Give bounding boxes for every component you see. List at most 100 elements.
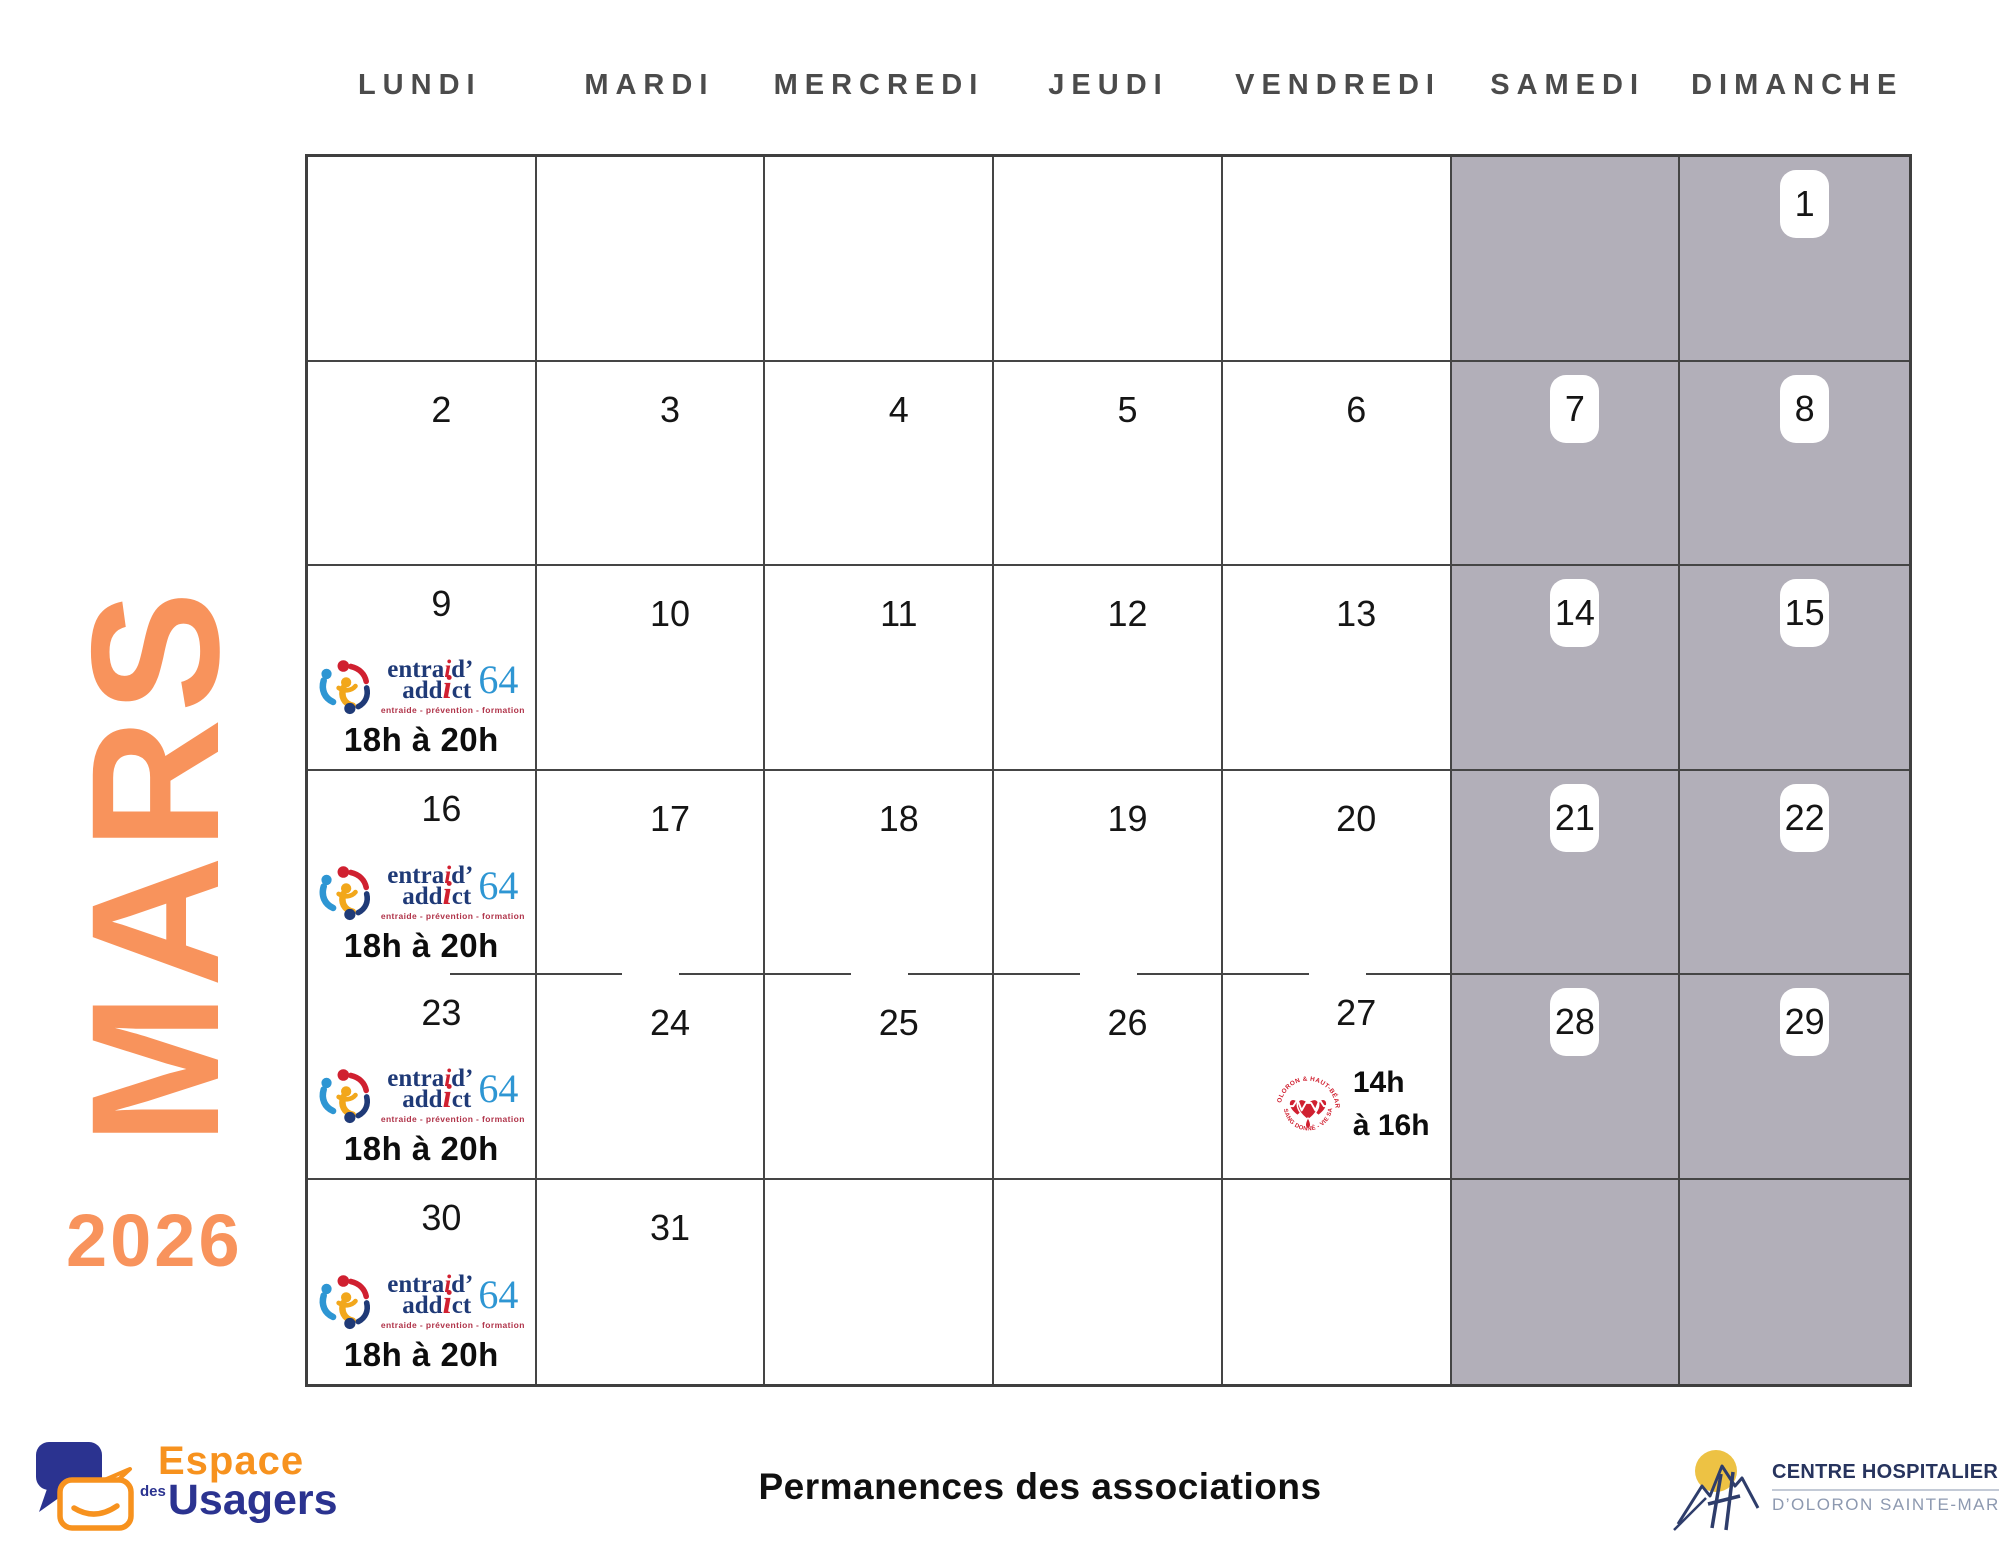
wordmark-part: add <box>402 883 443 910</box>
wordmark-tagline: entraide - prévention - formation <box>380 704 525 715</box>
day-number: 1 <box>1794 183 1815 224</box>
mountain-sun-icon <box>1673 1450 1760 1531</box>
day-cell <box>994 157 1223 362</box>
wordmark-part: i <box>444 655 452 683</box>
wordmark-region: 64 <box>478 1272 519 1317</box>
wordmark-part: add <box>402 1292 443 1319</box>
entraid-addict-wordmark: entraid’ addict 64 entraide - prévention… <box>381 1064 525 1124</box>
day-number: 4 <box>888 388 909 430</box>
weekday-header-vendredi: VENDREDI <box>1235 69 1441 101</box>
day-cell: 10 <box>536 566 766 771</box>
wordmark-part: ct <box>451 1292 472 1319</box>
day-cell: 29 <box>1680 975 1909 1180</box>
entraid-addict-event: entraid’ addict 64 entraide - prévention… <box>308 1271 535 1374</box>
wordmark-tagline: entraide - prévention - formation <box>380 1320 525 1330</box>
wordmark-part: d’ <box>451 1271 474 1298</box>
day-badge: 1 <box>1780 170 1830 238</box>
wordmark-part: i <box>442 876 452 912</box>
wordmark-region: 64 <box>478 1065 519 1111</box>
calendar-grid: 1 2 3 4 5 6 7 8 9 entraid’ <box>305 154 1912 1387</box>
day-cell <box>765 157 995 362</box>
day-cell: 19 <box>994 770 1223 975</box>
wordmark-part: add <box>402 676 443 704</box>
day-badge: 8 <box>1780 374 1830 443</box>
entraid-addict-logo-icon <box>318 1068 378 1124</box>
espace-usagers-word2: des <box>140 1483 166 1500</box>
day-cell <box>1680 1179 1909 1384</box>
day-number: 3 <box>660 388 681 430</box>
blood-donation-event: OLORON & HAUT-BÉARN SANG DONNÉ - VIE SAU… <box>1271 1061 1430 1148</box>
day-cell <box>308 157 537 362</box>
day-number: 8 <box>1794 387 1815 429</box>
day-cell: 11 <box>765 566 995 771</box>
entraid-addict-wordmark: entraid’ addict 64 entraide - prévention… <box>380 1271 525 1330</box>
weekday-header-jeudi: JEUDI <box>1048 69 1169 101</box>
day-number: 11 <box>880 593 918 634</box>
entraid-addict-wordmark: entraid’ addict 64 entraide - prévention… <box>380 655 525 715</box>
day-cell: 22 <box>1680 770 1909 975</box>
divider <box>1772 1489 1999 1491</box>
wordmark-part: entra <box>387 1064 445 1092</box>
day-number: 6 <box>1346 388 1367 430</box>
day-number: 16 <box>421 787 462 829</box>
event-time-line1: 14h <box>1352 1065 1405 1099</box>
day-cell <box>1451 1179 1681 1384</box>
day-cell: 9 entraid’ addict 64 entraide - préventi… <box>308 566 537 771</box>
day-cell: 3 <box>536 361 766 566</box>
wordmark-part: ct <box>451 676 472 704</box>
day-cell <box>994 1179 1223 1384</box>
blood-donors-logo-icon: OLORON & HAUT-BÉARN SANG DONNÉ - VIE SAU… <box>1271 1067 1340 1133</box>
day-cell: 31 <box>537 1179 766 1384</box>
wordmark-part: i <box>444 1064 452 1092</box>
day-cell: 18 <box>765 770 995 975</box>
day-cell: 13 <box>1222 566 1452 771</box>
day-cell: 14 <box>1451 566 1681 771</box>
day-cell: 20 <box>1223 770 1452 975</box>
day-number: 30 <box>421 1196 462 1238</box>
day-badge: 14 <box>1550 579 1600 647</box>
wordmark-tagline: entraide - prévention - formation <box>380 911 525 921</box>
day-number: 29 <box>1784 1001 1825 1042</box>
wordmark-part: ct <box>451 883 472 910</box>
wordmark-part: d’ <box>451 862 474 889</box>
wordmark-part: entra <box>387 862 445 889</box>
weekday-header-dimanche: DIMANCHE <box>1691 69 1904 101</box>
day-number: 2 <box>431 388 452 430</box>
grid-line-segment <box>908 973 1080 975</box>
day-number: 15 <box>1784 592 1825 633</box>
day-cell: 4 <box>765 361 995 566</box>
day-number: 19 <box>1107 797 1148 839</box>
day-cell: 17 <box>537 770 766 975</box>
day-number: 26 <box>1107 1002 1148 1043</box>
page-title: Permanences des associations <box>758 1466 1322 1507</box>
day-cell: 21 <box>1451 770 1681 975</box>
event-time: 14h à 16h <box>1353 1061 1430 1148</box>
day-cell: 15 <box>1680 566 1909 771</box>
wordmark-part: i <box>442 669 452 706</box>
year-label: 2026 <box>66 1199 243 1282</box>
day-cell: 25 <box>765 975 995 1180</box>
grid-line-segment <box>679 973 851 975</box>
espace-usagers-word3: Usagers <box>167 1476 338 1524</box>
day-badge: 29 <box>1780 988 1830 1056</box>
day-cell: 8 <box>1680 361 1909 566</box>
day-number: 22 <box>1784 796 1825 838</box>
day-cell <box>765 1179 995 1384</box>
day-cell: 24 <box>536 975 766 1180</box>
hospital-name-line1: CENTRE HOSPITALIER <box>1772 1461 1999 1483</box>
wordmark-region: 64 <box>478 656 519 702</box>
day-number: 18 <box>878 797 919 839</box>
day-cell: 5 <box>994 361 1223 566</box>
day-cell <box>1451 157 1681 362</box>
day-number: 9 <box>431 583 452 624</box>
day-number: 5 <box>1117 388 1138 430</box>
day-number: 24 <box>650 1002 691 1043</box>
grid-line-segment <box>1137 973 1309 975</box>
day-cell: 23 entraid’ addict 64 entraide - prévent… <box>308 975 537 1180</box>
weekday-header-mercredi: MERCREDI <box>773 69 985 101</box>
day-number: 14 <box>1554 592 1595 633</box>
month-label: MARS <box>53 585 257 1145</box>
wordmark-part: d’ <box>451 655 474 683</box>
wordmark-region: 64 <box>478 863 519 908</box>
